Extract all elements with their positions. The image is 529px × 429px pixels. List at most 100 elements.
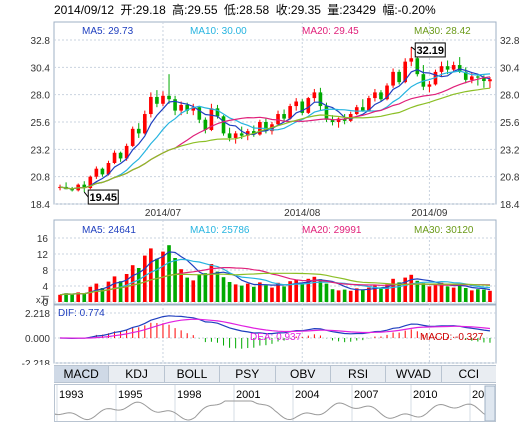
volume-bar xyxy=(391,278,395,302)
candle-body xyxy=(415,58,420,75)
candle-body xyxy=(94,168,99,177)
ma5-line xyxy=(59,68,491,190)
tab-cci[interactable]: CCI xyxy=(458,367,480,381)
candle-body xyxy=(197,107,202,120)
price-annotations: 32.19 19.45 xyxy=(83,42,446,205)
volume-bar xyxy=(336,290,341,302)
volume-bar xyxy=(439,282,444,302)
candle-body xyxy=(342,118,347,121)
volume-bar xyxy=(70,294,74,302)
candle-body xyxy=(451,65,456,70)
legend-ma20: MA20: 29.45 xyxy=(302,26,359,37)
volume-bar xyxy=(409,274,414,302)
volume-bar xyxy=(342,289,347,302)
volume-bar xyxy=(136,268,141,302)
candle-body xyxy=(318,92,323,107)
timeline-year: 20 xyxy=(472,389,484,401)
price-tick-label-right: 18.4 xyxy=(500,200,520,211)
volume-bar xyxy=(258,282,262,302)
candle-body xyxy=(82,184,87,189)
history-timeline[interactable]: 1993 1995 1998 2001 2004 2007 2010 20 xyxy=(54,384,496,422)
macd-histogram xyxy=(65,322,491,349)
candle-body xyxy=(155,96,159,104)
candle-body xyxy=(306,98,311,113)
candle-body xyxy=(264,122,268,132)
candle-body xyxy=(385,85,389,100)
volume-bar xyxy=(373,285,377,302)
macd-tick-label: -2.218 xyxy=(22,359,51,365)
volume-bar xyxy=(179,269,183,302)
volume-bar xyxy=(445,286,450,302)
timeline-year: 1995 xyxy=(118,389,142,401)
price-tick-label: 20.8 xyxy=(31,173,51,184)
tab-wvad[interactable]: WVAD xyxy=(386,366,442,382)
candle-body xyxy=(106,163,111,175)
price-tick-label: 30.4 xyxy=(31,63,51,74)
price-tick-label-right: 30.4 xyxy=(500,63,520,74)
tab-kdj[interactable]: KDJ xyxy=(109,366,165,382)
timeline-year: 2010 xyxy=(413,389,437,401)
tab-rsi[interactable]: RSI xyxy=(331,366,387,382)
volume-bar xyxy=(58,294,62,302)
candle-body xyxy=(482,77,486,81)
volume-tick-label: 16 xyxy=(37,234,49,245)
quote-low: 低:28.58 xyxy=(223,3,270,17)
timeline-range-handle[interactable] xyxy=(484,385,495,421)
volume-bar xyxy=(294,279,299,302)
tab-macd[interactable]: MACD xyxy=(54,366,110,382)
candle-body xyxy=(124,145,129,159)
volume-bar xyxy=(191,280,196,302)
volume-bar xyxy=(209,264,214,302)
candle-body xyxy=(373,92,377,99)
volume-bar xyxy=(482,289,486,302)
candle-body xyxy=(209,108,214,130)
volume-bar xyxy=(451,287,456,302)
volume-bar xyxy=(185,277,190,302)
volume-bar xyxy=(427,286,432,302)
tab-psy[interactable]: PSY xyxy=(220,366,276,382)
volume-panel xyxy=(53,219,497,305)
volume-bar xyxy=(463,288,468,302)
volume-bar xyxy=(330,289,335,302)
date-axis: 2014/07 2014/08 2014/09 xyxy=(145,208,448,219)
stock-chart: 32.8 30.4 28.0 25.6 23.2 20.8 18.4 32.8 30.4 28.… xyxy=(22,21,520,365)
candle-body xyxy=(367,98,371,111)
candle-body xyxy=(439,66,444,72)
candle-body xyxy=(469,76,474,80)
candle-body xyxy=(233,133,238,138)
tab-boll[interactable]: BOLL xyxy=(165,366,221,382)
candle-body xyxy=(488,79,492,82)
candle-body xyxy=(403,61,408,83)
candle-body xyxy=(397,71,401,83)
candle-body xyxy=(118,152,123,159)
annotation-leader xyxy=(83,191,89,198)
volume-tick-label: 4 xyxy=(42,282,48,293)
volume-ma30-line xyxy=(59,272,491,296)
quote-change: 幅:-0.20% xyxy=(382,3,436,17)
annotation-label: 19.45 xyxy=(89,192,117,204)
quote-volume: 量:23429 xyxy=(327,3,376,17)
legend-macd: MACD: -0.327 xyxy=(420,332,484,343)
volume-bar xyxy=(118,281,123,302)
legend-vol-ma30: MA30: 30120 xyxy=(414,225,474,236)
candle-body xyxy=(130,128,135,146)
annotation-box xyxy=(414,42,446,58)
candle-body xyxy=(215,108,220,117)
volume-bar xyxy=(348,290,353,302)
price-tick-label: 32.8 xyxy=(31,36,51,47)
candle-body xyxy=(185,104,190,111)
ma10-line xyxy=(59,70,491,190)
candle-body xyxy=(70,189,74,191)
candle-body xyxy=(142,114,147,134)
price-tick-label: 18.4 xyxy=(31,200,51,211)
volume-bar xyxy=(415,280,420,302)
volume-bars xyxy=(58,245,492,302)
tab-obv[interactable]: OBV xyxy=(276,366,331,382)
candle-body xyxy=(245,131,250,136)
legend-vol-ma20: MA20: 29991 xyxy=(302,225,362,236)
volume-bar xyxy=(142,255,147,302)
volume-bar xyxy=(403,277,408,302)
candle-body xyxy=(149,96,153,115)
volume-bar xyxy=(433,285,438,302)
candle-body xyxy=(300,101,305,113)
